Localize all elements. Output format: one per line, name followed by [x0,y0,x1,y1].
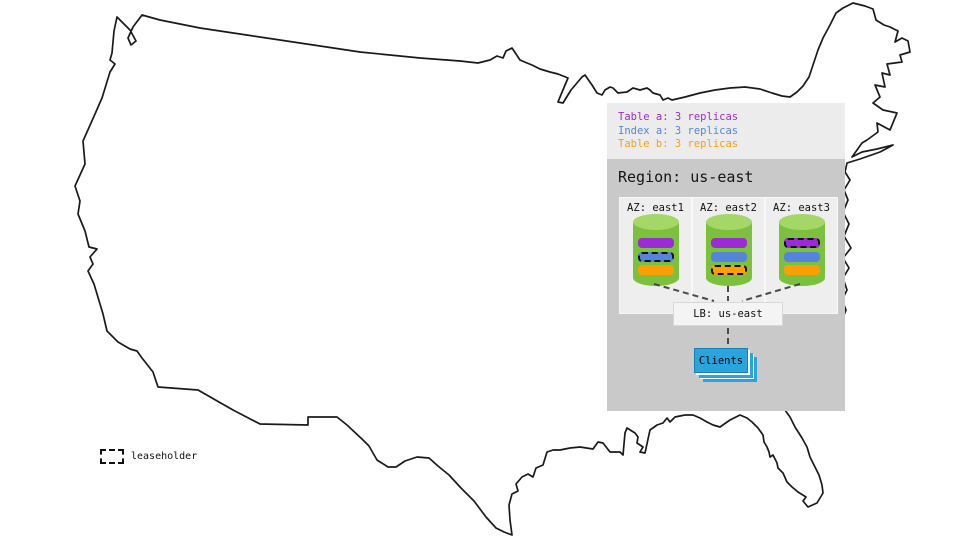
replica-index-a [710,252,747,262]
replica-index-a [637,252,674,262]
replica-table-b [710,265,747,275]
replica-index-a [783,252,820,262]
replica-table-a [783,238,820,248]
replica-table-a [710,238,747,248]
replica-table-b [783,265,820,275]
az-label: AZ: east3 [773,202,830,214]
region-title: Region: us-east [618,168,754,186]
database-cylinder [778,214,825,286]
leaseholder-key: leaseholder [100,449,197,464]
az-label: AZ: east1 [627,202,684,214]
leaseholder-swatch-icon [100,449,124,464]
replica-table-b [637,265,674,275]
leaseholder-label: leaseholder [131,451,198,462]
region-panel: Table a: 3 replicas Index a: 3 replicas … [607,103,845,411]
az-label: AZ: east2 [700,202,757,214]
load-balancer-box: LB: us-east [673,302,783,326]
database-cylinder [705,214,752,286]
az-row: AZ: east1 AZ: east2 AZ: east3 [619,197,838,314]
az-east1: AZ: east1 [620,198,691,313]
region-us-east: Region: us-east AZ: east1 AZ: east2 [607,159,845,411]
replica-legend: Table a: 3 replicas Index a: 3 replicas … [607,103,845,159]
clients-box: Clients [694,348,748,373]
legend-item-index-a: Index a: 3 replicas [618,124,739,137]
legend-item-table-b: Table b: 3 replicas [618,138,739,150]
replica-table-a [637,238,674,248]
az-east3: AZ: east3 [766,198,837,313]
database-cylinder [632,214,679,286]
legend-item-table-a: Table a: 3 replicas [618,111,739,123]
az-east2: AZ: east2 [693,198,764,313]
